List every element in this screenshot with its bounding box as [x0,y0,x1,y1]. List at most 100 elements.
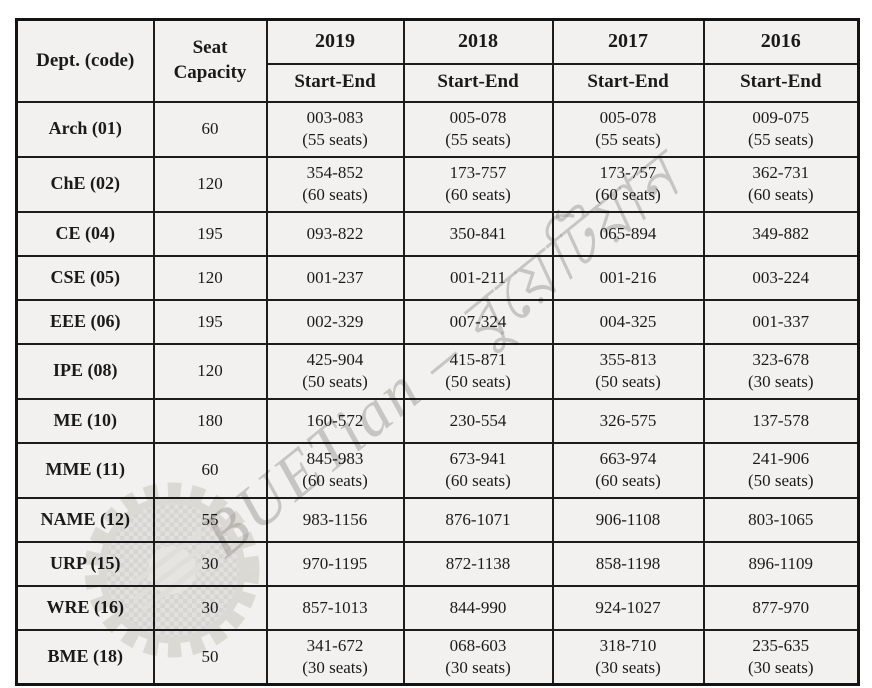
range-value: 001-337 [752,311,810,331]
seats-note: (55 seats) [595,130,661,149]
seats-note: (50 seats) [445,372,511,391]
range-value: 673-941 [449,449,507,469]
capacity-cell: 120 [152,342,268,400]
range-cell: 068-603 (30 seats) [402,628,554,686]
range-value: 857-1013 [302,597,368,617]
range-value: 160-572 [306,410,364,430]
range-value: 349-882 [752,223,810,243]
range-cell: 323-678 (30 seats) [702,342,860,400]
dept-cell: MME (11) [15,441,155,499]
range-value: 002-329 [306,311,364,331]
range-value: 173-757 [449,163,507,183]
range-cell: 845-983 (60 seats) [265,441,405,499]
seats-note: (60 seats) [302,471,368,490]
range-cell: 005-078 (55 seats) [551,100,705,158]
range-cell: 673-941 (60 seats) [402,441,554,499]
range-value: 845-983 [306,449,364,469]
range-value: 005-078 [599,108,657,128]
range-value: 341-672 [306,636,364,655]
range-value: 001-237 [306,267,364,287]
range-value: 001-216 [599,267,657,287]
range-cell: 349-882 [702,210,860,257]
range-cell: 857-1013 [265,584,405,631]
table-row: WRE (16) 30 857-1013 844-990 924-1027 87… [15,584,860,631]
range-cell: 001-337 [702,298,860,345]
range-cell: 355-813 (50 seats) [551,342,705,400]
capacity-cell: 120 [152,254,268,301]
range-cell: 003-083 (55 seats) [265,100,405,158]
dept-cell: EEE (06) [15,298,155,345]
range-cell: 326-575 [551,397,705,444]
dept-cell: ME (10) [15,397,155,444]
dept-cell: WRE (16) [15,584,155,631]
admission-results-table-wrap: Dept. (code) Seat Capacity 2019 2018 201… [15,18,860,686]
range-cell: 173-757 (60 seats) [551,155,705,213]
range-cell: 065-894 [551,210,705,257]
range-value: 354-852 [306,163,364,183]
year-header-2016: 2016 [702,18,860,65]
range-value: 173-757 [599,163,657,183]
dept-cell: URP (15) [15,540,155,587]
capacity-cell: 50 [152,628,268,686]
seats-note: (55 seats) [302,130,368,149]
capacity-cell: 60 [152,100,268,158]
range-value: 003-224 [752,267,810,287]
range-value: 906-1108 [595,509,661,529]
range-value: 663-974 [599,449,657,469]
range-value: 896-1109 [748,553,814,573]
range-value: 803-1065 [748,509,814,529]
table-row: ME (10) 180 160-572 230-554 326-575 137-… [15,397,860,444]
range-cell: 354-852 (60 seats) [265,155,405,213]
header-row-start-end: Start-End Start-End Start-End Start-End [17,62,860,103]
range-cell: 173-757 (60 seats) [402,155,554,213]
range-value: 007-324 [449,311,507,331]
range-value: 093-822 [306,223,364,243]
table-row: Arch (01) 60 003-083 (55 seats) 005-078 (5… [15,100,860,158]
range-cell: 844-990 [402,584,554,631]
range-value: 235-635 [752,636,810,655]
range-value: 004-325 [599,311,657,331]
range-cell: 872-1138 [402,540,554,587]
seats-note: (50 seats) [302,372,368,391]
seats-note: (30 seats) [595,657,661,677]
start-end-header: Start-End [551,62,705,103]
range-value: 876-1071 [445,509,511,529]
range-value: 318-710 [599,636,657,655]
range-cell: 005-078 (55 seats) [402,100,554,158]
table-row: NAME (12) 55 983-1156 876-1071 906-1108 … [15,496,860,543]
range-value: 924-1027 [595,597,661,617]
range-cell: 415-871 (50 seats) [402,342,554,400]
range-value: 425-904 [306,350,364,370]
table-row: CSE (05) 120 001-237 001-211 001-216 003… [15,254,860,301]
dept-code-header: Dept. (code) [15,18,155,103]
range-cell: 241-906 (50 seats) [702,441,860,499]
table-row: ChE (02) 120 354-852 (60 seats) 173-757 (6… [15,155,860,213]
table-row: CE (04) 195 093-822 350-841 065-894 349-… [15,210,860,257]
range-value: 350-841 [449,223,507,243]
range-cell: 137-578 [702,397,860,444]
seats-note: (30 seats) [302,657,368,677]
seats-note: (60 seats) [595,471,661,490]
seats-note: (60 seats) [445,185,511,204]
capacity-cell: 180 [152,397,268,444]
range-value: 003-083 [306,108,364,128]
seats-note: (55 seats) [445,130,511,149]
seats-note: (55 seats) [747,130,814,149]
range-value: 362-731 [752,163,810,183]
range-cell: 093-822 [265,210,405,257]
range-value: 068-603 [449,636,507,655]
range-value: 137-578 [752,410,810,430]
range-cell: 663-974 (60 seats) [551,441,705,499]
range-value: 065-894 [599,223,657,243]
range-cell: 877-970 [702,584,860,631]
seat-capacity-header: Seat Capacity [152,18,268,103]
range-cell: 876-1071 [402,496,554,543]
range-value: 970-1195 [302,553,368,573]
capacity-cell: 60 [152,441,268,499]
range-cell: 004-325 [551,298,705,345]
range-cell: 350-841 [402,210,554,257]
dept-cell: Arch (01) [15,100,155,158]
range-value: 415-871 [449,350,507,370]
dept-cell: CSE (05) [15,254,155,301]
dept-cell: BME (18) [15,628,155,686]
